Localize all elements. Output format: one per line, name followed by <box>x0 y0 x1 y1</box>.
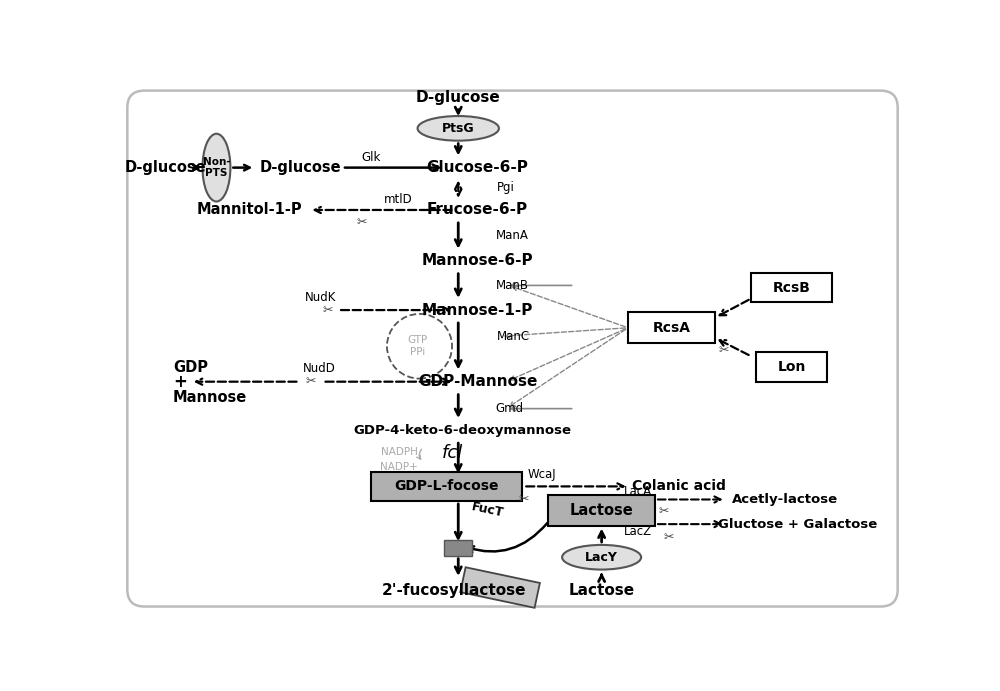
Text: Mannose-1-P: Mannose-1-P <box>422 303 533 318</box>
Text: Lon: Lon <box>777 360 806 374</box>
Text: ManC: ManC <box>497 330 530 343</box>
Ellipse shape <box>418 116 499 141</box>
Text: Frucose-6-P: Frucose-6-P <box>427 202 528 218</box>
FancyBboxPatch shape <box>548 495 655 526</box>
Text: Pgi: Pgi <box>497 181 515 194</box>
Text: ✂: ✂ <box>323 303 333 316</box>
Text: D-glucose: D-glucose <box>260 160 342 175</box>
Text: ManB: ManB <box>495 279 528 292</box>
Text: Acetly-lactose: Acetly-lactose <box>732 493 838 506</box>
Text: Mannose-6-P: Mannose-6-P <box>422 254 533 268</box>
Text: Glk: Glk <box>362 151 381 164</box>
Text: ✂: ✂ <box>306 375 316 388</box>
Text: NudD: NudD <box>303 362 336 375</box>
Text: RcsB: RcsB <box>773 281 810 295</box>
Text: GDP-Mannose: GDP-Mannose <box>418 375 537 389</box>
FancyBboxPatch shape <box>756 352 827 381</box>
Text: Gluctose + Galactose: Gluctose + Galactose <box>718 518 877 531</box>
Text: Mannitol-1-P: Mannitol-1-P <box>196 202 302 218</box>
Ellipse shape <box>202 134 230 202</box>
Text: NADP+: NADP+ <box>380 462 418 472</box>
Circle shape <box>387 314 452 379</box>
Text: PtsG: PtsG <box>442 122 475 135</box>
FancyBboxPatch shape <box>628 312 715 343</box>
Text: ✂: ✂ <box>658 505 669 518</box>
FancyBboxPatch shape <box>371 472 522 501</box>
Text: ✂: ✂ <box>356 216 367 229</box>
Text: Gmd: Gmd <box>495 402 524 415</box>
Text: LacY: LacY <box>585 551 618 564</box>
FancyBboxPatch shape <box>127 91 898 607</box>
Text: +: + <box>173 372 187 390</box>
Text: GDP-L-focose: GDP-L-focose <box>394 480 499 493</box>
FancyBboxPatch shape <box>751 273 832 303</box>
Text: Glucose-6-P: Glucose-6-P <box>427 160 529 175</box>
Text: WcaJ: WcaJ <box>528 468 556 482</box>
Text: Lactose: Lactose <box>569 583 635 598</box>
Text: LacA: LacA <box>624 485 652 498</box>
Text: mtlD: mtlD <box>383 193 412 206</box>
Text: Colanic acid: Colanic acid <box>632 480 726 493</box>
Text: 2'-fucosyllactose: 2'-fucosyllactose <box>382 583 527 598</box>
Ellipse shape <box>562 545 641 569</box>
Text: FucT: FucT <box>470 500 505 520</box>
Text: Non-
PTS: Non- PTS <box>203 157 230 178</box>
Text: D-glucose: D-glucose <box>416 90 501 105</box>
Text: Lactose: Lactose <box>570 503 634 518</box>
Text: ManA: ManA <box>495 229 528 242</box>
Text: GDP: GDP <box>173 359 208 375</box>
Text: fcl: fcl <box>441 444 463 462</box>
Text: GDP-4-keto-6-deoxymannose: GDP-4-keto-6-deoxymannose <box>353 424 571 437</box>
FancyBboxPatch shape <box>444 540 472 556</box>
Text: LacZ: LacZ <box>624 525 652 538</box>
FancyBboxPatch shape <box>106 70 919 627</box>
Text: ✂: ✂ <box>664 531 674 545</box>
Text: ✂: ✂ <box>519 493 529 506</box>
Text: GTP: GTP <box>408 335 428 345</box>
Text: D-glucose: D-glucose <box>125 160 207 175</box>
Text: RcsA: RcsA <box>652 321 690 334</box>
Text: Mannose: Mannose <box>173 390 247 404</box>
Text: ✂: ✂ <box>718 343 729 357</box>
FancyBboxPatch shape <box>460 567 540 608</box>
Text: PPi: PPi <box>410 348 426 357</box>
Text: NudK: NudK <box>304 291 336 304</box>
Text: NADPH: NADPH <box>381 447 418 457</box>
